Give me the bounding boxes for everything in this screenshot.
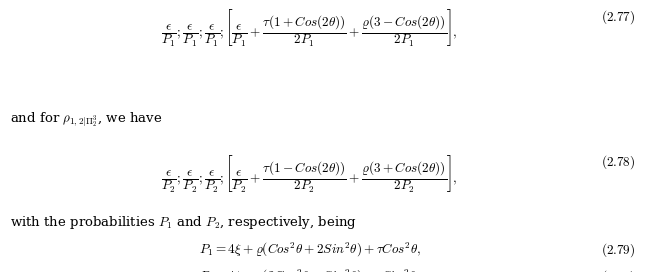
Text: $\dfrac{\epsilon}{P_2}; \dfrac{\epsilon}{P_2}; \dfrac{\epsilon}{P_2}; \left[\dfr: $\dfrac{\epsilon}{P_2}; \dfrac{\epsilon}… xyxy=(161,154,458,195)
Text: $P_1 = 4\xi + \varrho(Cos^2\theta + 2Sin^2\theta) + \tau Cos^2\theta,$: $P_1 = 4\xi + \varrho(Cos^2\theta + 2Sin… xyxy=(199,241,421,259)
Text: and for $\rho_{1,2|\Pi_2^3}$, we have: and for $\rho_{1,2|\Pi_2^3}$, we have xyxy=(10,110,162,129)
Text: with the probabilities $P_1$ and $P_2$, respectively, being: with the probabilities $P_1$ and $P_2$, … xyxy=(10,214,357,231)
Text: $(2.77)$: $(2.77)$ xyxy=(601,8,635,26)
Text: $P_2 = 4\xi + \varrho(2Cos^2\theta + Sin^2\theta) + \tau Sin^2\theta.$: $P_2 = 4\xi + \varrho(2Cos^2\theta + Sin… xyxy=(199,268,420,272)
Text: $(2.78)$: $(2.78)$ xyxy=(601,154,635,171)
Text: $(2.80)$: $(2.80)$ xyxy=(601,268,635,272)
Text: $(2.79)$: $(2.79)$ xyxy=(601,241,635,258)
Text: $\dfrac{\epsilon}{P_1}; \dfrac{\epsilon}{P_1}; \dfrac{\epsilon}{P_1}; \left[\dfr: $\dfrac{\epsilon}{P_1}; \dfrac{\epsilon}… xyxy=(161,8,458,49)
